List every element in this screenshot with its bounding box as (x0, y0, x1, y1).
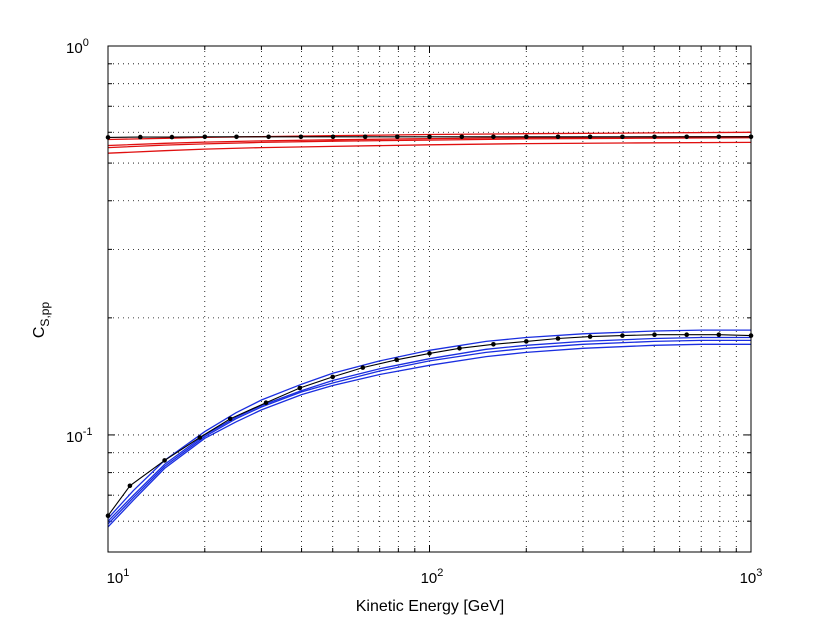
data-point-upper-5 (266, 134, 271, 140)
data-point-upper-19 (716, 134, 722, 140)
data-point-lower-7 (330, 374, 336, 380)
data-point-lower-11 (457, 346, 462, 351)
data-point-upper-16 (620, 134, 625, 140)
series-line-lower-blue-7 (107, 339, 751, 525)
y-tick-label-1: 100 (66, 37, 89, 57)
data-point-upper-2 (169, 134, 175, 140)
data-point-lower-12 (491, 342, 496, 347)
data-point-upper-15 (587, 134, 593, 140)
series-line-lower-blue-8 (107, 329, 751, 519)
data-point-lower-9 (394, 357, 399, 363)
data-point-upper-12 (491, 134, 496, 140)
data-point-upper-14 (555, 134, 561, 140)
x-tick-label-1000: 103 (740, 567, 763, 587)
x-axis-label: Kinetic Energy [GeV] (356, 598, 505, 615)
data-point-upper-3 (202, 134, 208, 140)
data-point-upper-6 (298, 134, 304, 140)
data-point-upper-8 (362, 134, 368, 140)
data-point-lower-5 (263, 400, 269, 406)
data-point-lower-8 (360, 365, 366, 370)
data-point-upper-18 (684, 134, 689, 140)
data-point-lower-17 (652, 332, 657, 338)
grid-layer (108, 46, 751, 552)
data-point-lower-4 (227, 416, 233, 422)
x-tick-label-10: 101 (107, 567, 130, 587)
data-point-upper-11 (459, 134, 465, 140)
data-point-lower-6 (297, 385, 303, 391)
data-point-lower-1 (127, 483, 133, 489)
data-point-lower-2 (162, 458, 167, 463)
data-point-upper-17 (652, 134, 657, 140)
data-point-upper-1 (138, 134, 143, 140)
data-point-lower-13 (524, 339, 529, 344)
data-point-lower-3 (197, 435, 203, 440)
data-point-upper-13 (524, 134, 529, 140)
y-tick-label-0.1: 10-1 (66, 426, 92, 446)
data-point-lower-10 (427, 351, 432, 356)
data-point-lower-15 (587, 334, 593, 339)
data-point-lower-14 (555, 336, 561, 341)
data-point-upper-4 (234, 134, 239, 140)
data-point-upper-10 (427, 134, 432, 140)
data-point-upper-7 (330, 134, 336, 140)
plot-frame (107, 45, 752, 553)
y-axis-label: CS,pp (31, 302, 52, 339)
plot-area (108, 46, 751, 552)
x-tick-label-100: 102 (421, 567, 444, 587)
series-line-lower-blue-9 (107, 343, 751, 528)
data-point-lower-19 (716, 332, 722, 338)
series-line-upper-red-4 (107, 141, 752, 154)
series-layer (105, 131, 754, 528)
data-point-lower-18 (684, 332, 689, 338)
data-point-upper-9 (395, 134, 400, 140)
data-point-lower-16 (620, 333, 625, 338)
series-line-lower-blue-6 (107, 336, 751, 522)
